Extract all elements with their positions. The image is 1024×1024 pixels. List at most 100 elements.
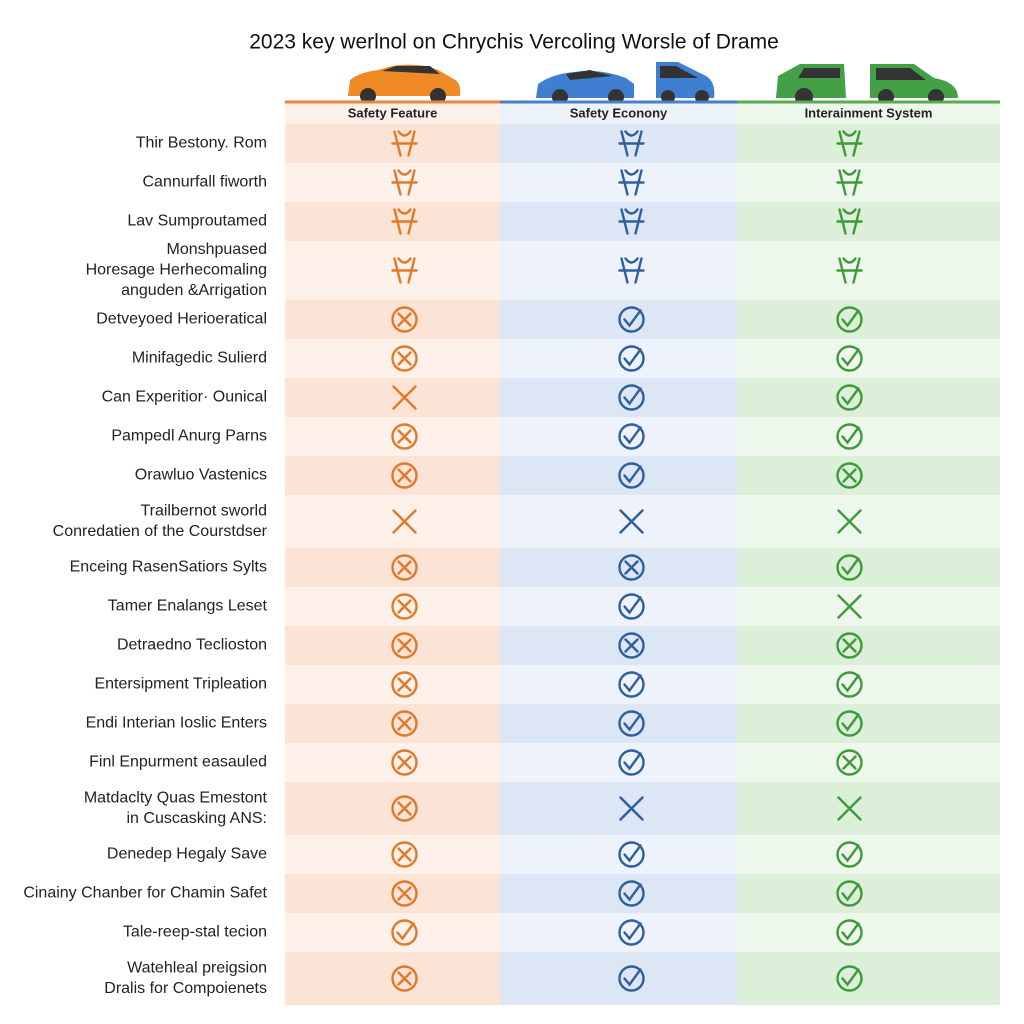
status-icon [618,841,645,868]
cell [737,300,1000,339]
icon-ring [836,671,863,698]
icon-stroke [618,257,645,284]
icon-ring [836,880,863,907]
icon-stroke [397,638,412,653]
cell [737,417,1000,456]
cell [737,913,1000,952]
status-icon [391,632,418,659]
icon-stroke [841,557,860,576]
icon-ring [618,384,645,411]
icon-ring [836,965,863,992]
header-cell [737,102,1000,124]
status-icon [391,593,418,620]
icon-stroke [619,509,644,534]
icon-stroke [397,468,412,483]
icon-ring [618,710,645,737]
icon-ring [836,345,863,372]
icon-stroke [623,844,642,863]
row-label: Orawluo Vastenics [135,467,267,484]
header-cell [285,102,500,124]
cell [737,456,1000,495]
icon-stroke [397,351,412,366]
icon-ring [391,749,418,776]
icon-ring [618,554,645,581]
status-icon [837,509,862,534]
icon-stroke [841,883,860,902]
icon-stroke [842,638,857,653]
row-label: Dralis for Compoienets [104,980,267,997]
status-icon [836,208,863,235]
cell [737,626,1000,665]
icon-stroke [841,713,860,732]
status-icon [836,554,863,581]
status-icon [836,384,863,411]
column-header: Safety Feature [348,105,438,120]
icon-stroke [841,348,860,367]
icon-ring [391,554,418,581]
status-icon [618,919,645,946]
cell [737,495,1000,548]
icon-stroke [837,509,862,534]
status-icon [618,671,645,698]
icon-stroke [397,971,412,986]
icon-ring [836,749,863,776]
status-icon [618,632,645,659]
icon-ring [391,423,418,450]
status-icon [618,710,645,737]
status-icon [836,880,863,907]
icon-ring [391,632,418,659]
row-label: Matdaclty Quas Emestont [84,789,268,806]
icon-stroke [623,674,642,693]
icon-stroke [391,208,418,235]
row-label: Horesage Herhecomaling [86,262,267,279]
icon-stroke [842,468,857,483]
cell [285,378,500,417]
cell [500,782,737,835]
icon-stroke [397,677,412,692]
icon-stroke [397,886,412,901]
status-icon [836,632,863,659]
status-icon [391,169,418,196]
status-icon [618,749,645,776]
icon-ring [618,749,645,776]
icon-ring [391,919,418,946]
status-icon [837,594,862,619]
icon-ring [391,710,418,737]
cell [737,874,1000,913]
status-icon [836,306,863,333]
status-icon [836,169,863,196]
status-icon [836,671,863,698]
status-icon [618,208,645,235]
cell [737,665,1000,704]
row-label: Monshpuased [166,241,267,258]
icon-stroke [836,257,863,284]
status-icon [391,208,418,235]
row-label: Detraedno Teclioston [117,637,267,654]
row-label: anguden &Arrigation [121,282,267,299]
row-label: Minifagedic Sulierd [132,350,267,367]
icon-stroke [623,596,642,615]
icon-ring [618,880,645,907]
icon-stroke [841,309,860,328]
icon-stroke [623,309,642,328]
row-label: Enceing RasenSatiors Sylts [70,559,267,576]
icon-ring [391,345,418,372]
icon-stroke [841,968,860,987]
icon-ring [836,710,863,737]
icon-ring [391,965,418,992]
status-icon [836,423,863,450]
icon-stroke [619,796,644,821]
row-label: Detveyoed Herioeratical [96,311,267,328]
icon-stroke [836,208,863,235]
row-label: Watehleal preigsion [127,959,267,976]
icon-ring [836,919,863,946]
icon-stroke [623,713,642,732]
row-label: Cinainy Chanber for Chamin Safet [23,885,267,902]
status-icon [836,130,863,157]
icon-ring [391,306,418,333]
cell [737,782,1000,835]
cell [737,163,1000,202]
icon-stroke [836,169,863,196]
cell [737,548,1000,587]
